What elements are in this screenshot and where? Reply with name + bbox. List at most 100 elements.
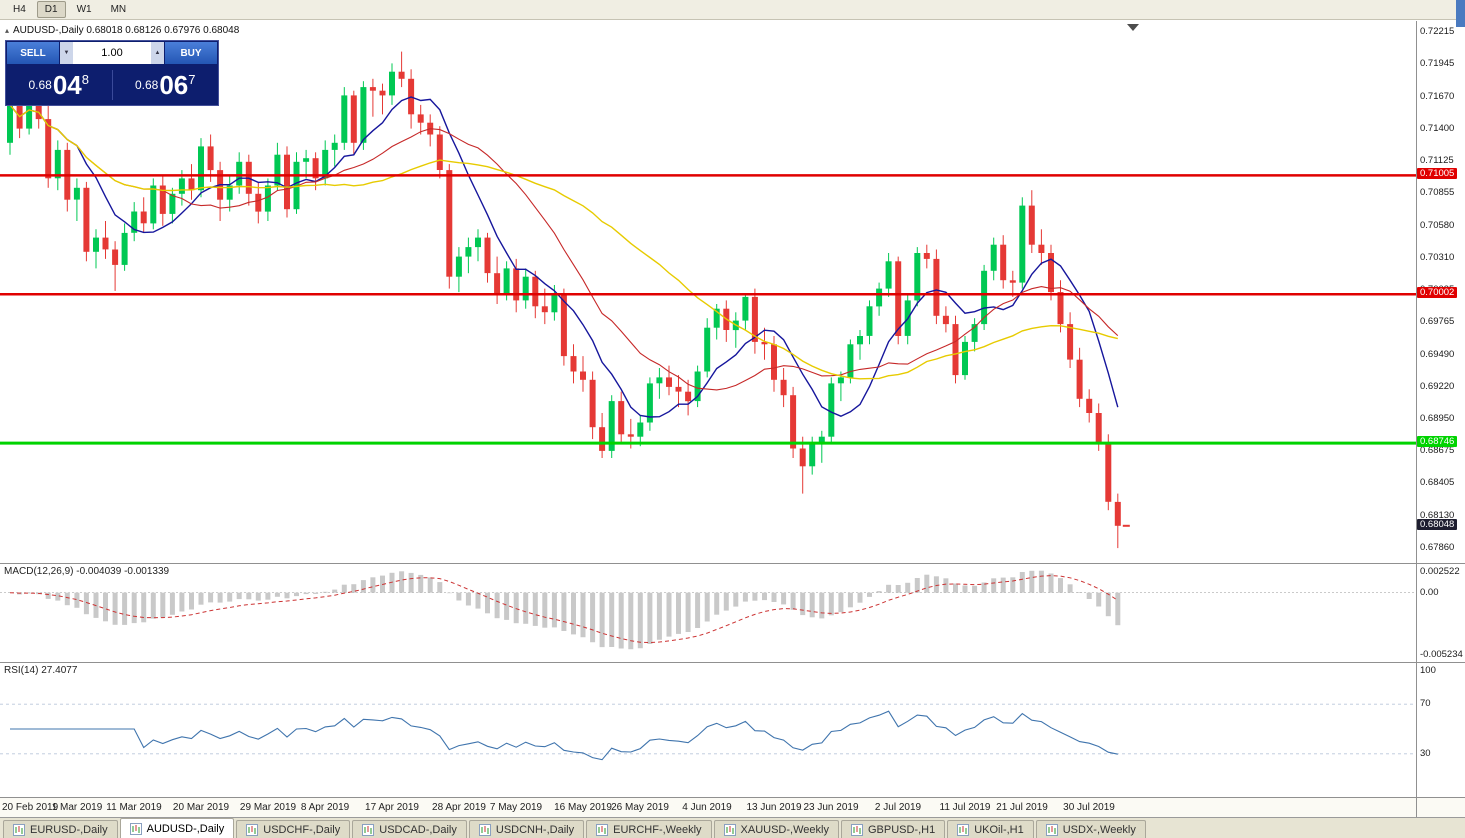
chart-title: AUDUSD-,Daily 0.68018 0.68126 0.67976 0.…: [13, 25, 240, 36]
price-scale-label: 0.70580: [1420, 220, 1455, 231]
date-axis-label: 7 May 2019: [489, 802, 543, 813]
chart-tab-label: USDX-,Weekly: [1062, 823, 1136, 836]
price-scale[interactable]: 0.72215 0.71945 0.71670 0.71400 0.71125 0.708…: [1416, 21, 1465, 563]
date-axis-label: 26 May 2019: [611, 802, 669, 813]
date-axis-label: 17 Apr 2019: [365, 802, 419, 813]
date-axis-label: 30 Jul 2019: [1063, 802, 1115, 813]
chart-tab-audusd-daily[interactable]: AUDUSD-,Daily: [119, 818, 235, 838]
price-scale-label: 0.71125: [1420, 155, 1454, 166]
rsi-scale-70: 70: [1420, 698, 1431, 709]
macd-scale-zero: 0.00: [1420, 587, 1439, 598]
buy-price-display[interactable]: 0.68 06 7: [113, 68, 219, 102]
sell-price-prefix: 0.68: [28, 78, 52, 92]
chart-tab-label: GBPUSD-,H1: [867, 823, 936, 836]
macd-scale[interactable]: 0.002522 0.00 -0.005234: [1416, 564, 1465, 662]
volume-increase-button[interactable]: ▲: [151, 42, 164, 64]
buy-button[interactable]: BUY: [165, 42, 217, 64]
timeframe-button-mn[interactable]: MN: [103, 1, 135, 18]
sell-price-big: 04: [52, 70, 82, 100]
price-scale-label: 0.70855: [1420, 187, 1455, 198]
chart-tab-usdcnh-daily[interactable]: USDCNH-,Daily: [468, 820, 585, 838]
chart-tab-eurchf-weekly[interactable]: EURCHF-,Weekly: [586, 820, 712, 838]
rsi-scale[interactable]: 100 70 30: [1416, 663, 1465, 797]
chart-tab-icon: [246, 823, 259, 836]
timeframe-button-h4[interactable]: H4: [5, 1, 34, 18]
chart-tab-label: USDCNH-,Daily: [495, 823, 575, 836]
macd-panel[interactable]: MACD(12,26,9) -0.004039 -0.001339: [0, 564, 1416, 662]
price-scale-label: 0.71670: [1420, 91, 1455, 102]
chart-tab-label: USDCAD-,Daily: [379, 823, 457, 836]
macd-canvas: [0, 570, 1416, 650]
chart-tab-label: EURUSD-,Daily: [30, 823, 108, 836]
rsi-scale-30: 30: [1420, 748, 1431, 759]
chart-tab-xauusd-weekly[interactable]: XAUUSD-,Weekly: [713, 820, 839, 838]
chart-tab-label: USDCHF-,Daily: [263, 823, 341, 836]
price-scale-label: 0.69490: [1420, 349, 1455, 360]
macd-scale-min: -0.005234: [1420, 649, 1463, 660]
date-axis-label: 23 Jun 2019: [803, 802, 859, 813]
level-price-label: 0.70002: [1417, 287, 1458, 298]
chart-tab-icon: [957, 823, 970, 836]
rsi-line: [10, 710, 1118, 761]
buy-price-big: 06: [159, 70, 189, 100]
chart-tab-usdx-weekly[interactable]: USDX-,Weekly: [1035, 820, 1146, 838]
chart-tab-ukoil-h1[interactable]: UKOil-,H1: [947, 820, 1034, 838]
rsi-label: RSI(14) 27.4077: [4, 665, 78, 676]
chart-tab-gbpusd-h1[interactable]: GBPUSD-,H1: [840, 820, 946, 838]
rsi-panel[interactable]: RSI(14) 27.4077: [0, 663, 1416, 797]
price-scale-label: 0.69220: [1420, 381, 1455, 392]
chart-tab-icon: [850, 823, 863, 836]
chart-tab-label: EURCHF-,Weekly: [613, 823, 702, 836]
timeframe-button-d1[interactable]: D1: [36, 1, 66, 18]
volume-input[interactable]: 1.00: [101, 47, 123, 59]
date-axis-label: 11 Jul 2019: [939, 802, 991, 813]
current-price-label: 0.68048: [1417, 519, 1458, 530]
price-scale-label: 0.68405: [1420, 477, 1455, 488]
chart-shift-marker[interactable]: [1127, 24, 1139, 31]
chart-tab-bar: EURUSD-,Daily AUDUSD-,Daily USDCHF-,Daily U…: [0, 817, 1465, 838]
volume-decrease-button[interactable]: ▼: [60, 42, 73, 64]
window-edge-accent: [1456, 0, 1465, 27]
macd-label: MACD(12,26,9) -0.004039 -0.001339: [4, 566, 170, 577]
sell-price-display[interactable]: 0.68 04 8: [6, 68, 112, 102]
chart-tab-label: UKOil-,H1: [974, 823, 1024, 836]
chart-tab-label: AUDUSD-,Daily: [146, 822, 225, 835]
date-axis[interactable]: 20 Feb 2019 1 Mar 2019 11 Mar 2019 20 Mar 2…: [0, 798, 1416, 817]
buy-price-prefix: 0.68: [134, 78, 159, 92]
rsi-scale-100: 100: [1420, 665, 1436, 676]
one-click-trading-panel: SELL ▼ 1.00 ▲ BUY 0.68 04 8: [5, 40, 219, 106]
price-chart-area[interactable]: ▴ AUDUSD-,Daily 0.68018 0.68126 0.67976 …: [0, 21, 1416, 563]
chart-tab-label: XAUUSD-,Weekly: [740, 823, 829, 836]
date-axis-label: 29 Mar 2019: [239, 802, 297, 813]
sell-button[interactable]: SELL: [7, 42, 59, 64]
date-axis-corner: [1416, 798, 1465, 817]
chart-tab-usdchf-daily[interactable]: USDCHF-,Daily: [236, 820, 351, 838]
macd-histogram: [17, 570, 1121, 650]
chart-tab-icon: [478, 823, 491, 836]
timeframe-button-w1[interactable]: W1: [69, 1, 100, 18]
moving-average-8-line: [9, 96, 1119, 418]
buy-price-pip: 7: [188, 72, 196, 87]
trade-panel-collapse-icon[interactable]: ▴: [5, 26, 10, 35]
rsi-canvas: [0, 703, 1416, 761]
price-chart-canvas[interactable]: [0, 21, 1416, 563]
date-axis-label: 13 Jun 2019: [746, 802, 802, 813]
date-axis-label: 20 Mar 2019: [172, 802, 230, 813]
volume-spinner: ▼ 1.00 ▲: [60, 42, 164, 64]
price-scale-label: 0.68950: [1420, 413, 1455, 424]
chart-tab-eurusd-daily[interactable]: EURUSD-,Daily: [3, 820, 118, 838]
chart-tab-icon: [1045, 823, 1058, 836]
date-axis-label: 2 Jul 2019: [874, 802, 922, 813]
last-price-tick: [1122, 524, 1130, 527]
price-scale-label: 0.68130: [1420, 510, 1455, 521]
macd-scale-max: 0.002522: [1420, 566, 1460, 577]
candles-layer: [7, 51, 1121, 549]
date-axis-label: 20 Feb 2019: [2, 802, 59, 813]
sell-price-pip: 8: [81, 72, 89, 87]
date-axis-label: 16 May 2019: [554, 802, 612, 813]
chart-tab-usdcad-daily[interactable]: USDCAD-,Daily: [352, 820, 467, 838]
chart-tab-icon: [723, 823, 736, 836]
moving-average-34-line: [9, 104, 1118, 380]
trade-panel-divider: [111, 70, 113, 100]
